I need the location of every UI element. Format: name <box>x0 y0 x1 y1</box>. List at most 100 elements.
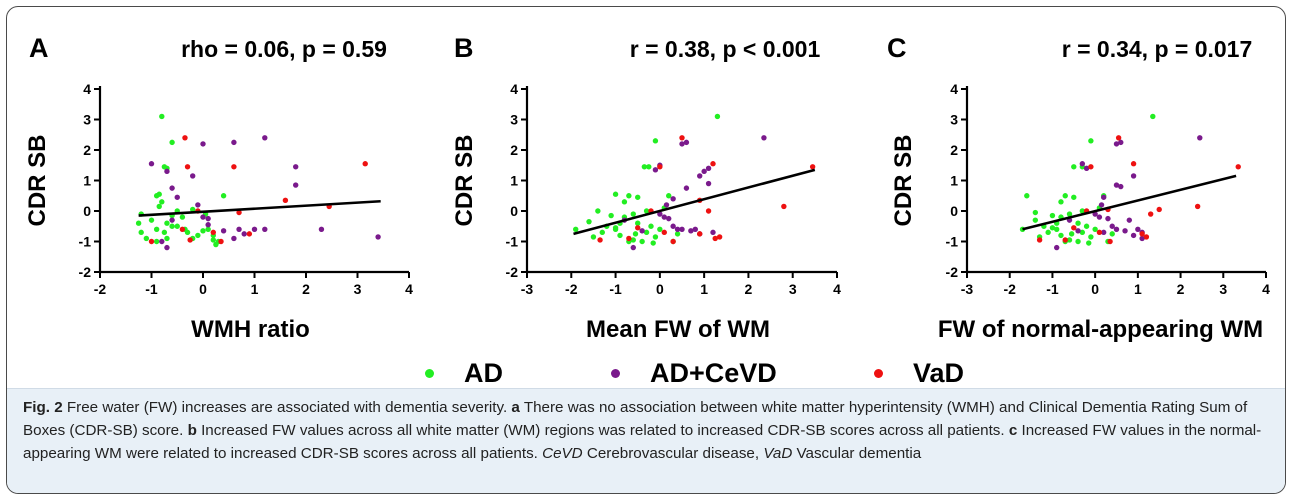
point-vad <box>809 164 816 170</box>
caption-abbr-vad-text: Vascular dementia <box>792 445 922 462</box>
point-ad-cevd <box>705 180 712 187</box>
point-ad-cevd <box>1118 139 1124 146</box>
point-ad-cevd <box>679 141 685 147</box>
point-ad-cevd <box>236 226 242 232</box>
point-ad <box>590 234 597 240</box>
legend-item-ad: AD <box>425 355 503 391</box>
point-ad <box>1150 113 1156 120</box>
point-ad-cevd <box>1118 183 1124 190</box>
point-vad <box>362 161 368 167</box>
panel-stats-title: rho = 0.06, p = 0.59 <box>181 36 387 62</box>
point-ad <box>586 218 592 225</box>
point-ad-cevd <box>190 173 196 179</box>
point-ad-cevd <box>220 228 227 234</box>
point-ad <box>608 212 614 219</box>
point-vad <box>187 237 193 243</box>
point-ad-cevd <box>670 223 676 229</box>
point-vad <box>1071 225 1077 231</box>
point-ad <box>200 228 206 234</box>
point-vad <box>1088 164 1094 170</box>
point-ad <box>595 208 601 214</box>
y-tick-label: 4 <box>510 81 518 97</box>
point-vad <box>781 203 787 210</box>
point-ad-cevd <box>1098 202 1105 208</box>
point-ad <box>643 208 650 214</box>
point-vad <box>182 135 188 141</box>
point-ad <box>573 226 579 232</box>
point-ad-cevd <box>692 226 698 232</box>
y-tick-label: 0 <box>510 203 518 219</box>
legend-marker-ad-cevd <box>611 368 620 378</box>
point-ad <box>652 138 659 144</box>
point-ad <box>156 203 162 210</box>
point-ad <box>210 237 216 243</box>
point-ad-cevd <box>251 226 258 232</box>
caption-c-text: Increased FW values in the normal-appear… <box>23 422 1262 462</box>
y-tick-label: 1 <box>510 173 518 189</box>
y-tick-label: 2 <box>950 142 958 158</box>
point-ad <box>599 229 605 236</box>
point-ad <box>1062 193 1068 199</box>
point-ad-cevd <box>701 168 707 175</box>
point-vad <box>184 164 191 170</box>
point-ad <box>153 226 160 232</box>
x-tick-label: -1 <box>145 281 158 297</box>
point-ad-cevd <box>630 244 636 251</box>
point-ad <box>630 237 636 243</box>
point-ad-cevd <box>200 214 206 220</box>
point-ad-cevd <box>674 226 681 232</box>
caption-c-label: c <box>1008 422 1018 439</box>
point-ad <box>1049 212 1056 219</box>
x-tick-label: -2 <box>1003 281 1016 297</box>
point-ad <box>190 206 196 213</box>
y-tick-label: -1 <box>506 234 519 250</box>
point-ad-cevd <box>657 211 663 217</box>
point-ad <box>621 199 628 205</box>
caption-abbr-cevd-text: Cerebrovascular disease, <box>582 445 764 462</box>
point-ad <box>1071 164 1077 170</box>
point-ad <box>159 113 165 120</box>
point-vad <box>670 238 676 245</box>
point-vad <box>218 238 224 245</box>
point-ad-cevd <box>318 226 325 232</box>
point-ad <box>617 232 623 239</box>
point-vad <box>1062 237 1068 243</box>
y-tick-label: 1 <box>83 173 91 189</box>
point-ad <box>630 211 636 217</box>
point-ad-cevd <box>293 164 299 170</box>
y-tick-label: -1 <box>946 234 959 250</box>
x-tick-label: -1 <box>609 281 622 297</box>
legend-label-ad: AD <box>464 357 503 388</box>
regression-line <box>138 199 381 217</box>
caption-b-text: Increased FW values across all white mat… <box>196 422 1009 439</box>
x-tick-label: -2 <box>94 281 107 297</box>
point-ad-cevd <box>164 244 170 251</box>
legend-marker-ad <box>425 368 434 378</box>
point-ad-cevd <box>652 167 659 173</box>
point-vad <box>712 235 718 242</box>
point-vad <box>1115 135 1122 141</box>
point-ad <box>652 234 659 240</box>
panel-letter: A <box>29 33 49 63</box>
point-vad <box>1107 238 1113 245</box>
y-axis-label: CDR SB <box>451 134 478 226</box>
point-ad-cevd <box>241 231 247 237</box>
y-tick-label: -1 <box>79 234 92 250</box>
y-tick-label: 0 <box>83 203 91 219</box>
point-ad <box>643 229 650 236</box>
point-ad-cevd <box>1083 165 1090 171</box>
point-ad-cevd <box>1054 244 1060 251</box>
point-ad-cevd <box>375 234 381 240</box>
x-tick-label: 3 <box>354 281 362 297</box>
point-ad-cevd <box>1130 173 1137 179</box>
caption-b-label: b <box>187 422 197 439</box>
point-ad <box>650 240 656 246</box>
point-vad <box>597 237 603 243</box>
point-vad <box>1147 211 1154 217</box>
point-vad <box>1235 164 1241 170</box>
x-tick-label: 2 <box>302 281 310 297</box>
point-vad <box>210 229 216 236</box>
point-ad <box>1066 237 1073 243</box>
